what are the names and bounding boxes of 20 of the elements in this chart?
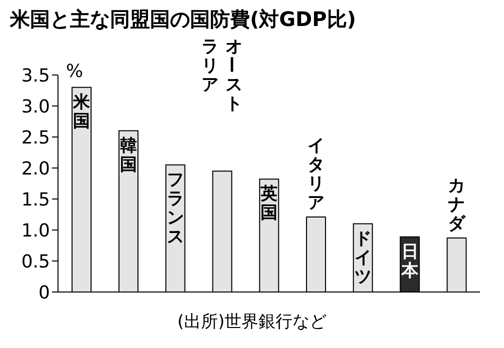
y-tick-label: 3.0: [21, 96, 50, 118]
y-tick-label: 2.0: [21, 158, 50, 180]
x-tick-label: カナダ: [448, 176, 466, 234]
x-tick-label: ドイツ: [354, 228, 372, 287]
category-label: オーストラリア: [202, 37, 243, 114]
y-tick-label: 0.5: [21, 251, 50, 272]
y-tick-label: 0: [38, 282, 50, 304]
x-tick-label: 日本: [400, 242, 420, 281]
y-tick-label: 1.0: [21, 220, 50, 242]
y-tick-label: 1.5: [21, 189, 50, 210]
y-axis-title: %: [66, 61, 84, 82]
x-tick-label: 米国: [72, 92, 92, 132]
chart-title: 米国と主な同盟国の国防費(対GDP比): [10, 6, 356, 33]
x-tick-label: イタリア: [308, 136, 325, 213]
y-tick-label: 2.5: [21, 127, 50, 148]
x-tick-label: 英国: [260, 184, 278, 224]
x-tick-label: 韓国: [120, 136, 137, 175]
text: (出所)世界銀行など: [176, 311, 328, 333]
y-tick-label: 3.5: [21, 65, 50, 86]
x-tick-label: フランス: [166, 170, 184, 247]
